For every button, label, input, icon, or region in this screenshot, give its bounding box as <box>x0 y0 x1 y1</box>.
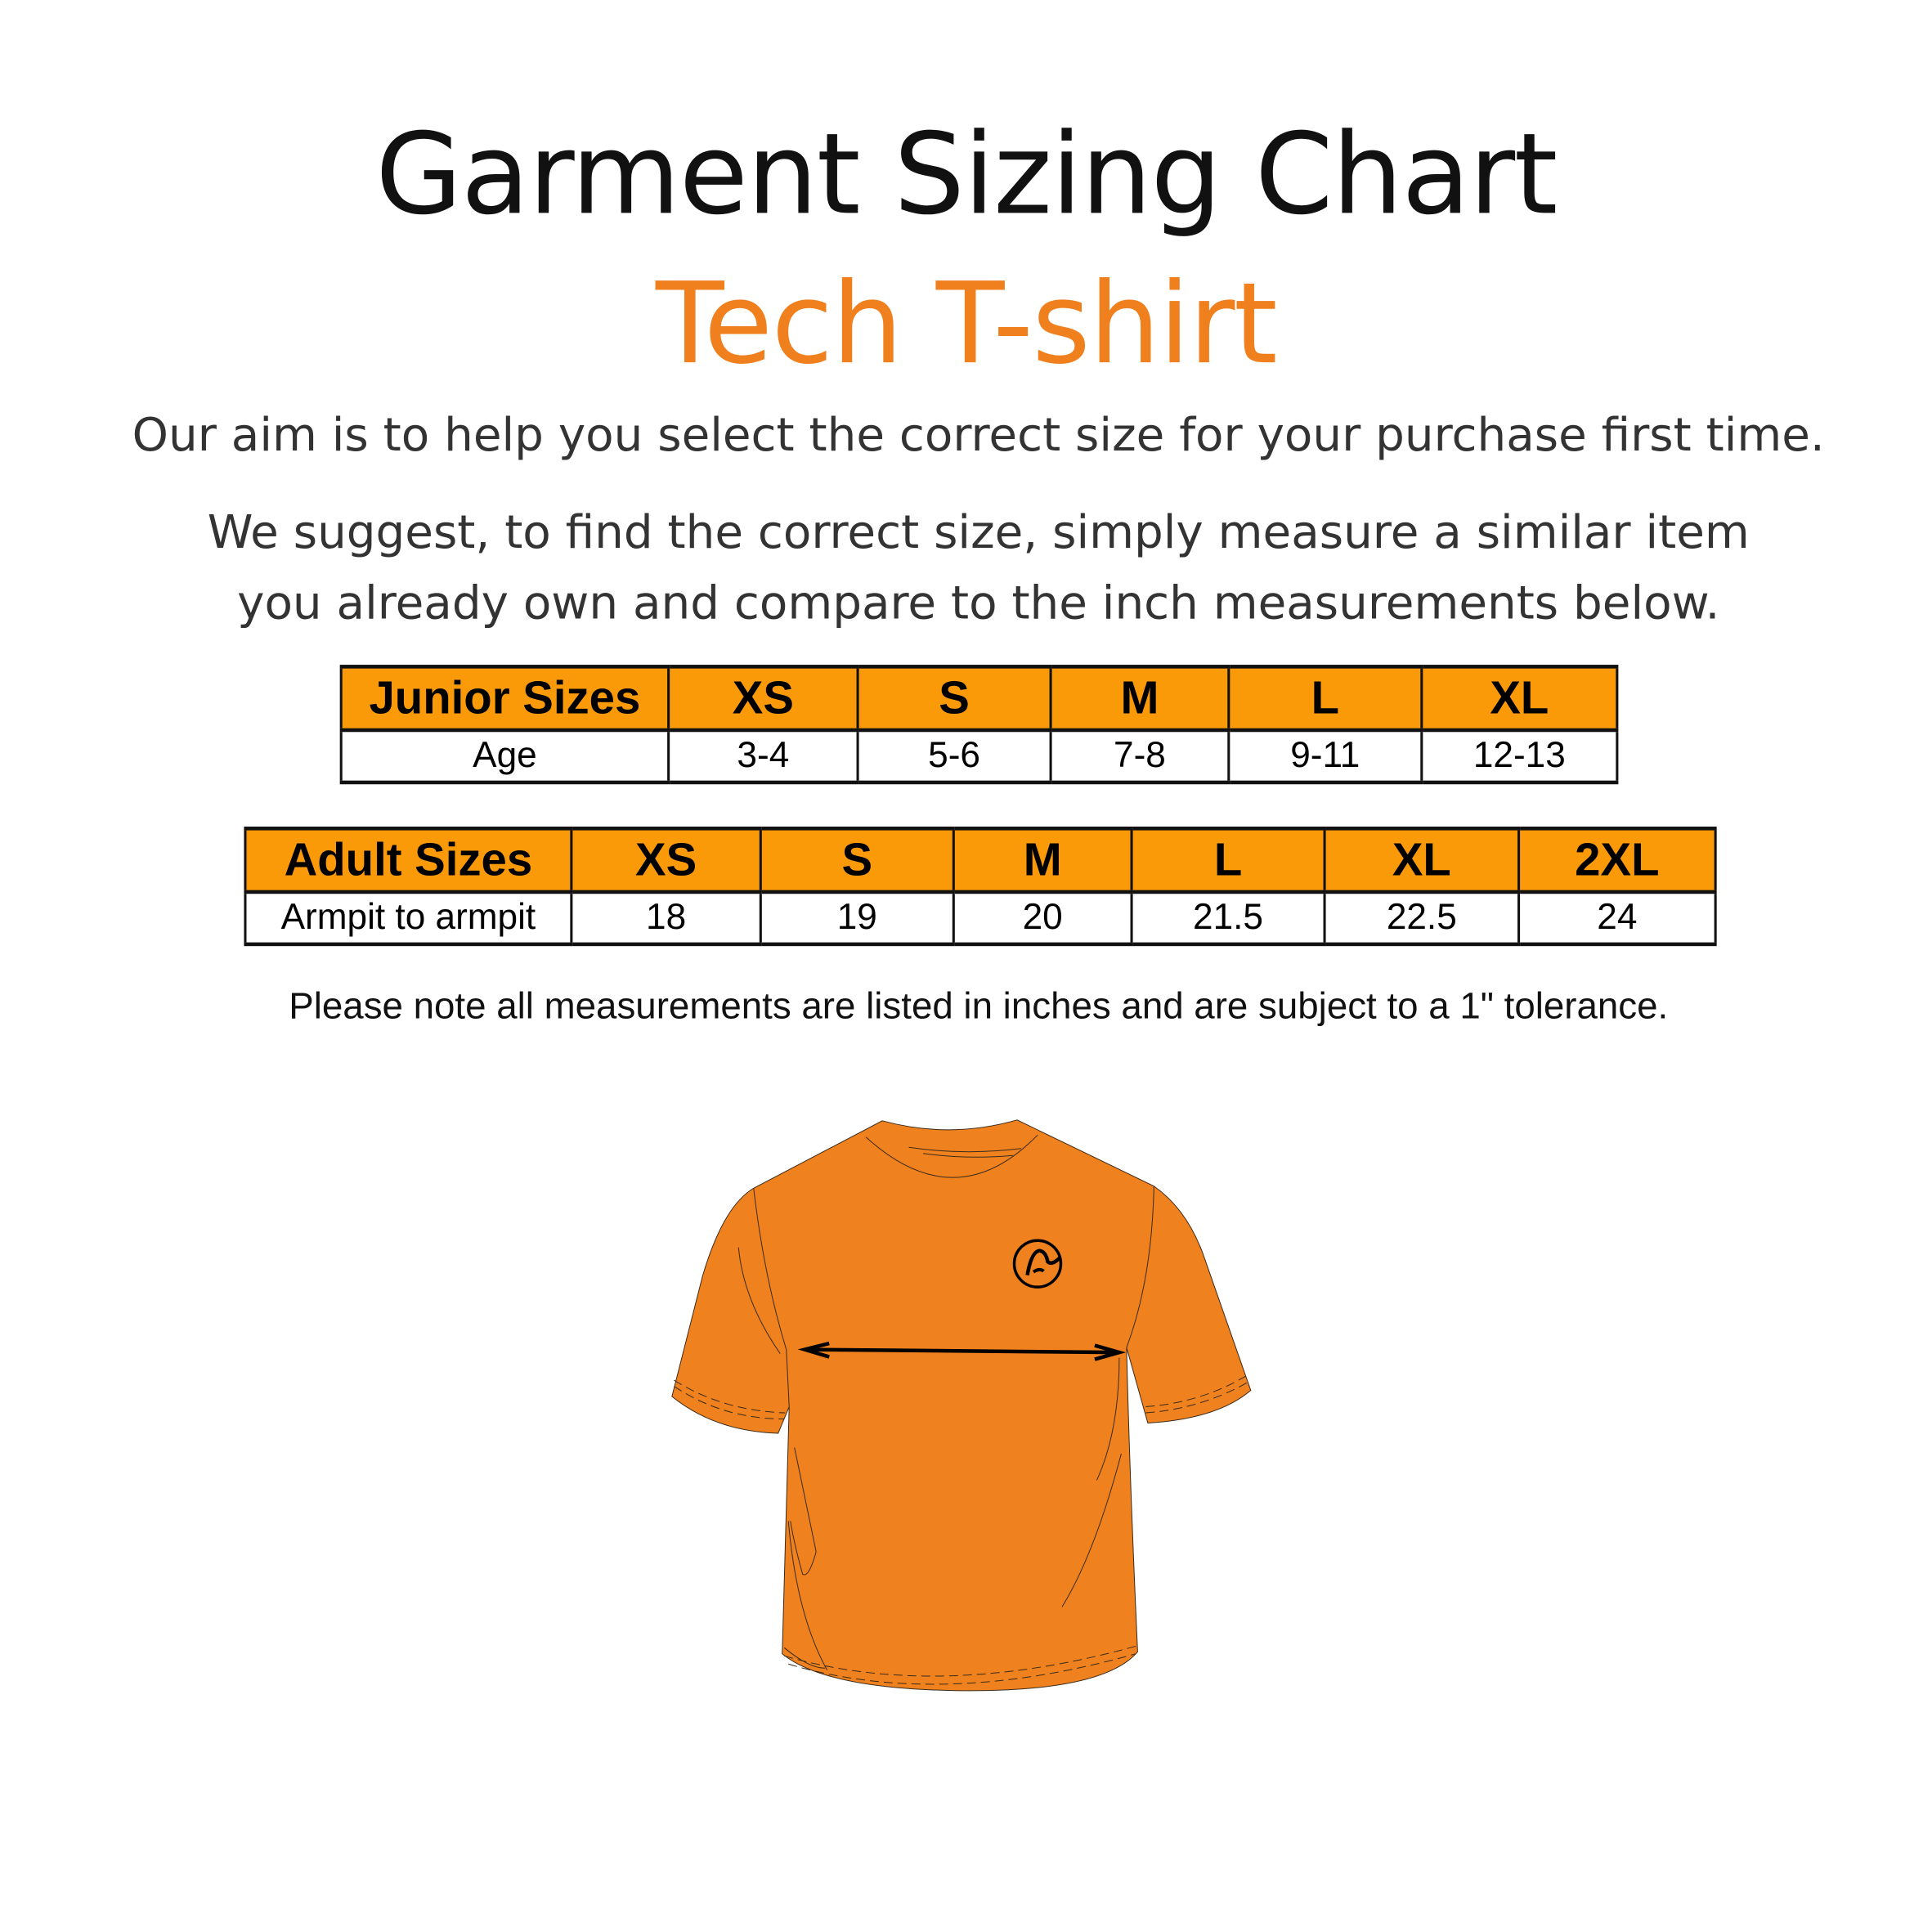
hem-stitching <box>674 1375 1248 1685</box>
table-row: Age 3-4 5-6 7-8 9-11 12-13 <box>339 730 1619 785</box>
table-cell: 21.5 <box>1130 891 1325 947</box>
sleeve-seam-left <box>753 1188 790 1407</box>
table-cell: 22.5 <box>1323 891 1519 947</box>
table-cell: 20 <box>952 891 1132 947</box>
header-cell: 2XL <box>1517 827 1717 894</box>
row-label: Age <box>339 730 669 785</box>
brand-logo-icon <box>1012 1239 1063 1289</box>
shirt-body <box>671 1119 1252 1692</box>
product-name: Tech T-shirt <box>655 258 1278 390</box>
header-cell: M <box>1049 665 1229 733</box>
table-cell: 18 <box>570 891 761 947</box>
table-cell: 12-13 <box>1420 730 1619 785</box>
sleeve-seam-right <box>1126 1186 1154 1348</box>
header-cell: M <box>952 827 1132 894</box>
header-cell: S <box>759 827 954 894</box>
table-header-row: Adult Sizes XS S M L XL 2XL <box>244 827 1717 894</box>
junior-size-table: Junior Sizes XS S M L XL Age 3-4 5-6 7-8… <box>339 665 1619 785</box>
intro-text: Our aim is to help you select the correc… <box>132 408 1825 462</box>
table-cell: 9-11 <box>1227 730 1422 785</box>
suggestion-text-line1: We suggest, to find the correct size, si… <box>207 505 1750 559</box>
table-cell: 24 <box>1517 891 1717 947</box>
table-cell: 5-6 <box>856 730 1051 785</box>
t-shirt-icon <box>671 1119 1252 1692</box>
suggestion-text-line2: you already own and compare to the inch … <box>237 576 1720 630</box>
row-label: Armpit to armpit <box>244 891 572 947</box>
header-cell: XS <box>570 827 761 894</box>
table-header-row: Junior Sizes XS S M L XL <box>339 665 1619 733</box>
header-cell: XL <box>1420 665 1619 733</box>
tolerance-note: Please note all measurements are listed … <box>289 985 1669 1028</box>
page-title: Garment Sizing Chart <box>375 109 1558 240</box>
table-row: Armpit to armpit 18 19 20 21.5 22.5 24 <box>244 891 1717 947</box>
header-cell: S <box>856 665 1051 733</box>
header-cell: XL <box>1323 827 1519 894</box>
collar-line <box>865 1134 1038 1178</box>
fold-line <box>737 1247 1122 1671</box>
collar-seam <box>908 1146 1022 1158</box>
table-cell: 3-4 <box>667 730 858 785</box>
header-cell: XS <box>667 665 858 733</box>
header-cell: L <box>1227 665 1422 733</box>
adult-size-table: Adult Sizes XS S M L XL 2XL Armpit to ar… <box>244 827 1717 947</box>
header-cell: L <box>1130 827 1325 894</box>
header-cell: Junior Sizes <box>339 665 669 733</box>
table-cell: 19 <box>759 891 954 947</box>
header-cell: Adult Sizes <box>244 827 572 894</box>
measurement-arrow-icon <box>797 1341 1127 1361</box>
table-cell: 7-8 <box>1049 730 1229 785</box>
